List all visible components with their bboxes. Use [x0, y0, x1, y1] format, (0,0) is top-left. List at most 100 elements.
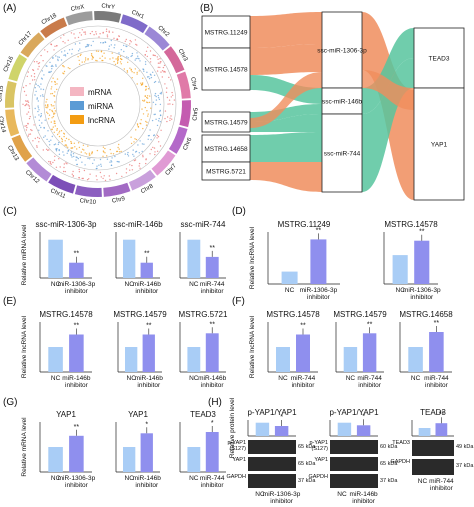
circos-point — [96, 149, 99, 152]
chromosome-arc — [176, 71, 191, 99]
circos-point — [120, 63, 123, 65]
circos-point — [48, 114, 51, 116]
circos-point — [131, 71, 133, 73]
category-label: NC — [127, 375, 137, 382]
circos-point — [166, 120, 168, 123]
circos-point — [109, 58, 111, 60]
circos-point — [125, 172, 128, 174]
chart-title: ssc-miR-744 — [181, 220, 226, 229]
y-axis-label: Relative lncRNA level — [21, 315, 28, 378]
significance-label: ** — [74, 424, 80, 431]
panel-label-h: (H) — [208, 397, 222, 408]
circos-point — [108, 48, 110, 50]
circos-point — [63, 66, 65, 68]
blot-band — [248, 474, 296, 488]
circos-point — [70, 154, 72, 157]
circos-point — [170, 115, 172, 117]
circos-point — [77, 142, 80, 144]
circos-point — [27, 123, 29, 125]
bar — [142, 334, 155, 372]
mirna-box — [321, 113, 363, 193]
circos-point — [143, 70, 145, 72]
circos-point — [115, 58, 117, 60]
circos-point — [157, 94, 159, 97]
circos-point — [146, 110, 148, 112]
circos-point — [53, 49, 55, 51]
sankey-flow — [250, 162, 322, 192]
circos-point — [114, 63, 117, 66]
significance-label: * — [362, 413, 365, 420]
circos-point — [151, 119, 154, 122]
circos-point — [154, 151, 156, 153]
circos-point — [34, 79, 36, 81]
circos-point — [25, 85, 27, 87]
category-label: NC — [51, 375, 61, 382]
circos-point — [111, 161, 113, 163]
circos-point — [55, 150, 58, 152]
circos-point — [87, 59, 89, 61]
circos-point — [61, 140, 63, 143]
circos-point — [89, 32, 92, 35]
circos-point — [22, 103, 24, 106]
category-label: inhibitor — [65, 288, 89, 295]
circos-point — [79, 54, 82, 57]
circos-point — [141, 82, 144, 84]
circos-point — [104, 152, 106, 154]
circos-point — [26, 113, 28, 115]
bar — [48, 347, 63, 372]
circos-point — [112, 31, 114, 33]
circos-point — [71, 53, 73, 55]
circos-point — [100, 51, 103, 53]
circos-point — [67, 150, 69, 152]
circos-point — [135, 57, 137, 60]
circos-point — [44, 104, 47, 106]
circos-point — [96, 165, 98, 167]
circos-point — [77, 50, 80, 52]
circos-point — [137, 144, 139, 146]
circos-point — [54, 83, 56, 86]
circos-point — [110, 152, 112, 155]
circos-point — [51, 109, 53, 112]
circos-point — [35, 90, 37, 93]
bar — [343, 347, 358, 372]
blot-category-label: NC — [255, 491, 265, 498]
bar — [205, 432, 219, 472]
circos-point — [153, 74, 156, 77]
circos-point — [49, 61, 51, 64]
circos-point — [168, 76, 170, 79]
circos-point — [34, 137, 36, 140]
circos-point — [93, 159, 95, 161]
bar — [276, 347, 290, 372]
circos-point — [46, 107, 48, 109]
circos-point — [157, 120, 160, 122]
chart-title: MSTRG.14579 — [113, 310, 167, 319]
sankey-diagram: MSTRG.11249 MSTRG.14578 MSTRG.14579 MSTRG.1… — [201, 11, 465, 201]
circos-point — [58, 141, 60, 144]
circos-point — [133, 141, 135, 143]
circos-point — [116, 150, 119, 153]
circos-point — [138, 58, 140, 60]
chart-title: MSTRG.14578 — [39, 310, 93, 319]
chart-title: MSTRG.5721 — [179, 310, 228, 319]
blot-protein-label: GAPDH — [390, 459, 410, 465]
circos-point — [126, 56, 128, 58]
circos-point — [69, 67, 71, 70]
circos-point — [168, 99, 171, 101]
category-label: NC — [346, 375, 356, 382]
circos-point — [147, 135, 150, 137]
circos-point — [36, 146, 38, 148]
circos-point — [79, 32, 81, 34]
circos-point — [145, 158, 147, 160]
circos-point — [163, 70, 165, 73]
circos-point — [95, 59, 97, 62]
circos-point — [152, 71, 154, 74]
circos-point — [37, 110, 39, 113]
circos-point — [103, 151, 105, 153]
circos-point — [166, 96, 169, 99]
panel-label-a: (A) — [3, 3, 17, 14]
circos-point — [38, 86, 41, 88]
circos-point — [116, 38, 118, 40]
y-axis-label: Relative protein level — [229, 397, 236, 458]
circos-point — [78, 176, 80, 179]
